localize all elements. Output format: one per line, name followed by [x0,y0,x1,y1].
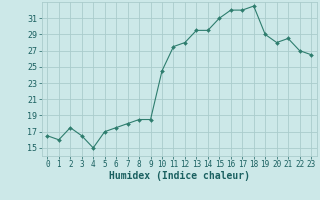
X-axis label: Humidex (Indice chaleur): Humidex (Indice chaleur) [109,171,250,181]
